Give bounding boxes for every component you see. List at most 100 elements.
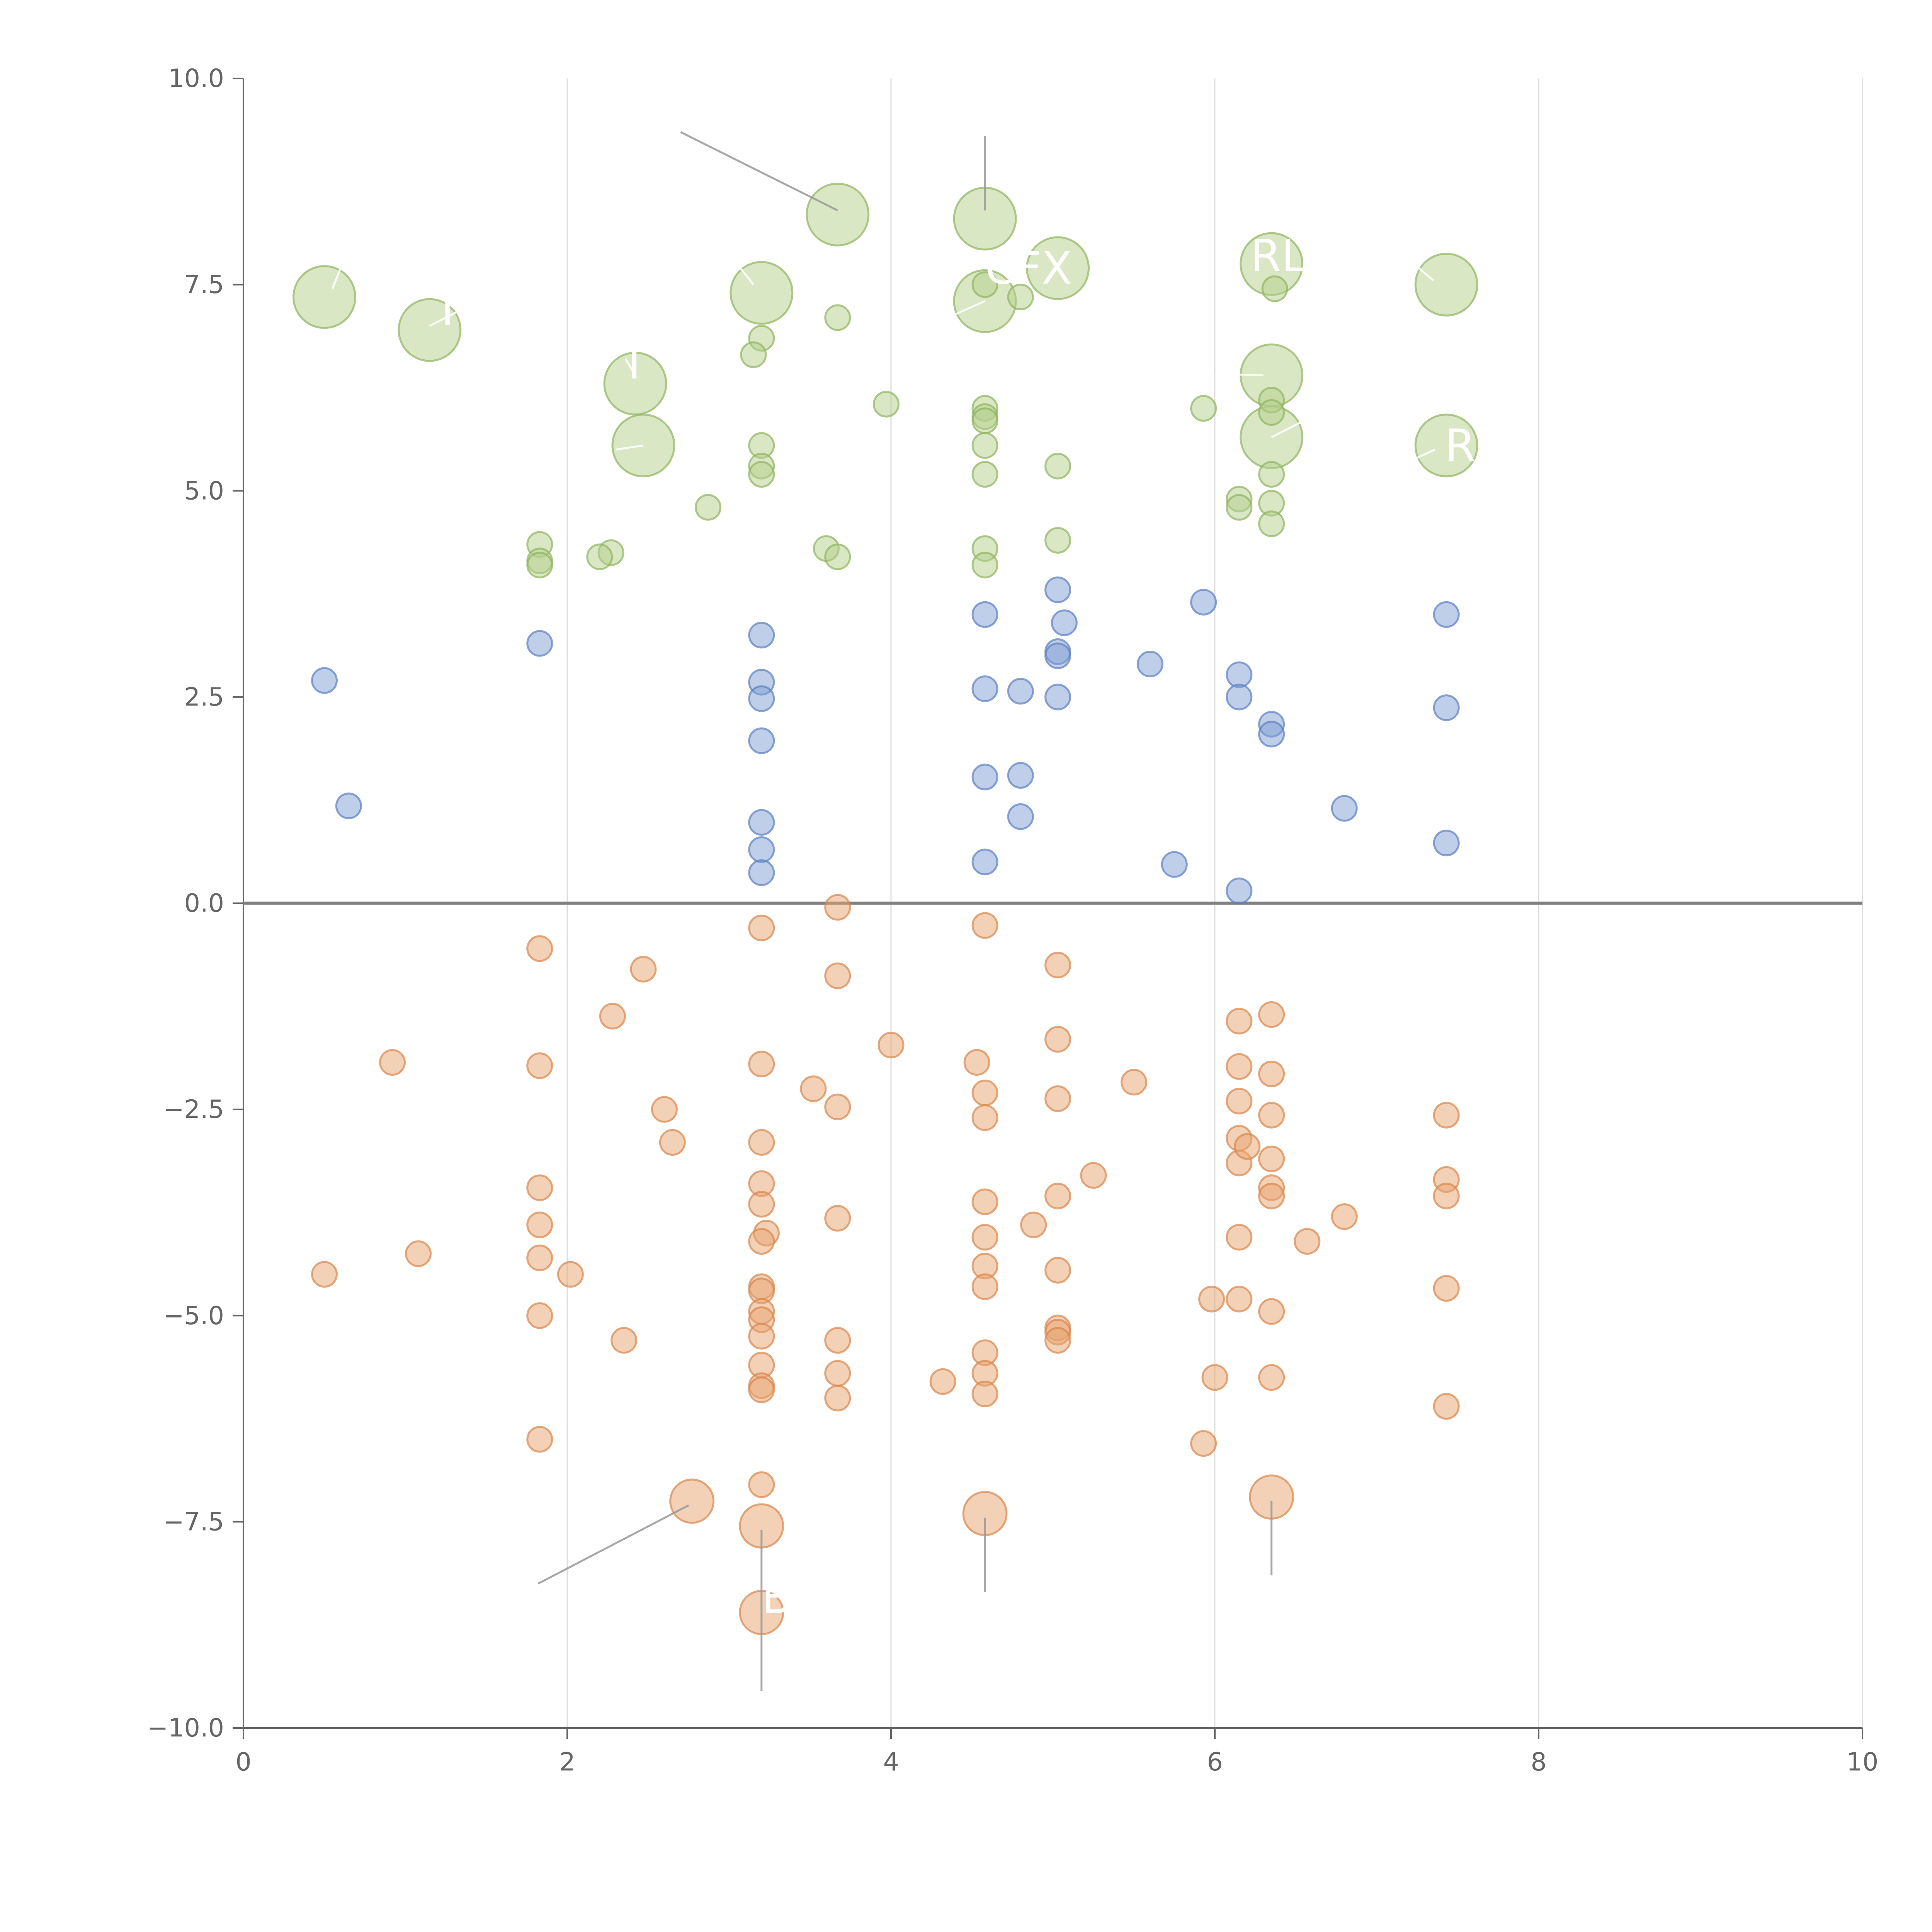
blue-bubble [748, 685, 775, 712]
blue-bubble [1226, 661, 1253, 688]
orange-bubble [878, 1032, 905, 1059]
orange-bubble [651, 1096, 678, 1123]
orange-bubble [1044, 1026, 1071, 1053]
orange-bubble [1201, 1364, 1228, 1391]
blue-bubble [1044, 642, 1071, 669]
green-bubble [1044, 527, 1071, 554]
orange-bubble [311, 1261, 338, 1288]
orange-bubble [748, 1228, 775, 1255]
bubble-label: IV [441, 284, 485, 336]
orange-bubble [557, 1261, 584, 1288]
orange-bubble [526, 1174, 553, 1201]
orange-bubble [405, 1240, 432, 1267]
bubble-layer [293, 182, 1478, 1635]
orange-bubble [526, 1244, 553, 1271]
blue-bubble [1136, 650, 1163, 677]
green-bubble [730, 261, 794, 325]
blue-bubble [748, 622, 775, 649]
orange-bubble [379, 1049, 406, 1076]
leader-line [537, 1504, 689, 1585]
orange-bubble [1258, 1001, 1285, 1028]
orange-bubble [1044, 1085, 1071, 1112]
orange-bubble [971, 1224, 998, 1251]
x-tick-label: 8 [1531, 1748, 1546, 1777]
blue-bubble [1051, 609, 1078, 636]
orange-bubble [824, 1205, 851, 1232]
blue-bubble [1007, 678, 1034, 705]
blue-bubble [1044, 576, 1071, 603]
orange-bubble [1190, 1430, 1217, 1457]
orange-bubble [824, 1360, 851, 1387]
orange-bubble [971, 1188, 998, 1215]
green-bubble [971, 432, 998, 459]
orange-bubble [1258, 1298, 1285, 1325]
label-layer: IV T CFX RL R B [441, 230, 1476, 1624]
y-tick-label: 10.0 [168, 64, 224, 93]
blue-bubble [748, 836, 775, 863]
orange-bubble [748, 1471, 775, 1498]
x-tick-label: 4 [883, 1748, 899, 1777]
orange-bubble [1433, 1275, 1460, 1302]
green-bubble [824, 304, 851, 331]
orange-bubble [526, 1052, 553, 1079]
blue-bubble [1007, 803, 1034, 830]
x-tick-label: 0 [235, 1748, 251, 1777]
green-bubble [526, 551, 553, 578]
y-tick-label: 7.5 [184, 270, 224, 299]
orange-bubble [1198, 1286, 1225, 1313]
orange-bubble [1226, 1008, 1253, 1035]
green-bubble [971, 271, 998, 298]
bubble-label: R [1445, 420, 1476, 472]
green-bubble [740, 341, 767, 368]
orange-bubble [1121, 1069, 1147, 1096]
orange-bubble [1080, 1162, 1107, 1189]
blue-bubble [1161, 851, 1188, 878]
orange-bubble [1044, 1257, 1071, 1284]
orange-bubble [748, 1051, 775, 1078]
orange-bubble [526, 1426, 553, 1453]
orange-bubble [824, 1327, 851, 1354]
green-bubble [1044, 452, 1071, 480]
x-tick-label: 2 [559, 1748, 575, 1777]
orange-bubble [824, 962, 851, 989]
blue-bubble [748, 859, 775, 886]
leader-line [616, 444, 644, 451]
orange-bubble [1331, 1203, 1358, 1230]
y-tick-label: −10.0 [147, 1714, 224, 1743]
orange-bubble [824, 1384, 851, 1412]
orange-bubble [1226, 1053, 1253, 1080]
blue-bubble [1007, 762, 1034, 789]
orange-bubble [1226, 1088, 1253, 1115]
orange-bubble [824, 894, 851, 921]
blue-bubble [1226, 684, 1253, 711]
orange-bubble [1258, 1364, 1285, 1391]
green-bubble [695, 494, 722, 521]
green-bubble [1414, 413, 1478, 478]
orange-bubble [1020, 1211, 1047, 1238]
orange-bubble [963, 1049, 990, 1076]
orange-bubble [1044, 952, 1071, 979]
blue-bubble [1331, 795, 1358, 822]
orange-bubble [929, 1368, 956, 1395]
orange-bubble [526, 1302, 553, 1329]
blue-bubble [971, 849, 998, 876]
orange-bubble [1258, 1182, 1285, 1209]
green-bubble [1190, 395, 1217, 422]
y-tick-label: −2.5 [163, 1095, 224, 1124]
green-bubble [748, 461, 775, 488]
orange-bubble [1258, 1145, 1285, 1172]
orange-bubble [1258, 1060, 1285, 1087]
bubble-label: CFX [985, 243, 1072, 294]
leader-line [624, 358, 636, 376]
orange-bubble [526, 1211, 553, 1238]
green-bubble [1226, 494, 1253, 521]
orange-bubble [748, 1191, 775, 1218]
orange-bubble [1433, 1182, 1460, 1209]
orange-bubble [1258, 1102, 1285, 1129]
orange-bubble [1234, 1133, 1261, 1160]
blue-bubble [1190, 588, 1217, 616]
leader-line [1271, 420, 1304, 438]
green-bubble [586, 543, 613, 570]
x-tick-label: 6 [1207, 1748, 1223, 1777]
